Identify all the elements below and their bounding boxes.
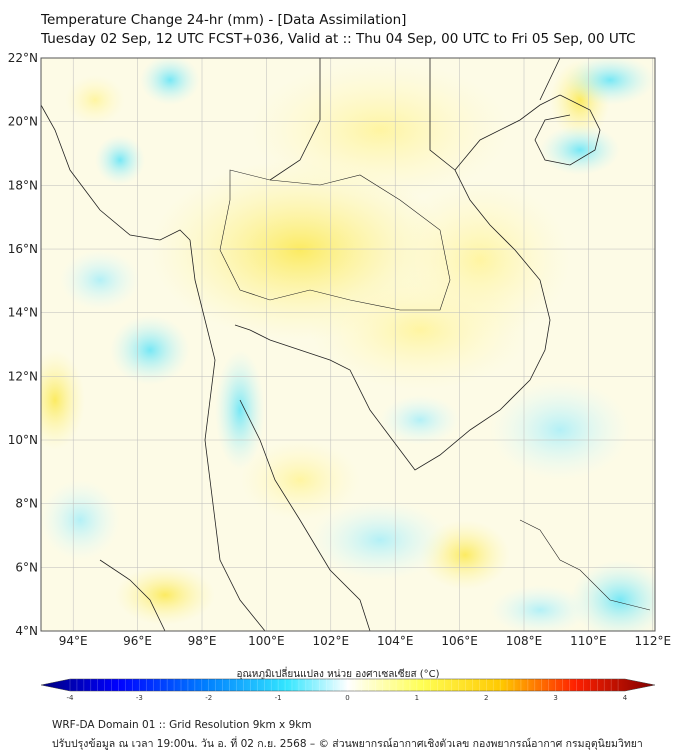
lat-label: 8°N [15, 497, 38, 511]
colorbar: -4 -3 -2 -1 0 1 2 3 4 [40, 678, 656, 702]
lon-label: 96°E [123, 634, 152, 648]
lon-label: 110°E [570, 634, 607, 648]
map-frame [40, 57, 656, 632]
latitude-labels: 4°N 6°N 8°N 10°N 12°N 14°N 16°N 18°N 20°N 22°N [8, 51, 38, 638]
lon-label: 106°E [441, 634, 478, 648]
lon-label: 94°E [59, 634, 88, 648]
colorbar-tick-label: -1 [275, 694, 282, 702]
colorbar-tick-label: 2 [484, 694, 488, 702]
colorbar-tick-label: -2 [205, 694, 212, 702]
lon-label: 112°E [635, 634, 672, 648]
lat-label: 10°N [8, 433, 38, 447]
colorbar-label: อุณหภูมิเปลี่ยนแปลง หน่วย องศาเซลเซียส (… [236, 669, 440, 680]
lat-label: 16°N [8, 242, 38, 256]
colorbar-ticks: -4 -3 -2 -1 0 1 2 3 4 [67, 679, 628, 702]
colorbar-tick-label: 3 [553, 694, 557, 702]
lat-label: 22°N [8, 51, 38, 65]
lon-label: 104°E [377, 634, 414, 648]
map-subtitle: Tuesday 02 Sep, 12 UTC FCST+036, Valid a… [41, 31, 636, 47]
lat-label: 20°N [8, 115, 38, 129]
footer-credit: ปรับปรุงข้อมูล ณ เวลา 19:00น. วัน อ. ที่… [52, 738, 643, 750]
lon-label: 108°E [506, 634, 543, 648]
temperature-change-map: 4°N 6°N 8°N 10°N 12°N 14°N 16°N 18°N 20°N 22°N 94… [8, 51, 671, 648]
colorbar-tick-label: 4 [623, 694, 628, 702]
coastlines-and-borders [41, 58, 651, 631]
colorbar-tick-label: -4 [67, 694, 75, 702]
lon-label: 100°E [248, 634, 285, 648]
lat-label: 12°N [8, 369, 38, 383]
colorbar-tick-label: 1 [415, 694, 419, 702]
lat-label: 4°N [15, 624, 38, 638]
lat-label: 14°N [8, 306, 38, 320]
lat-label: 6°N [15, 560, 38, 574]
colorbar-gradient [40, 678, 656, 692]
lon-label: 98°E [188, 634, 217, 648]
field-shading [41, 58, 655, 631]
colorbar-tick-label: -3 [136, 694, 143, 702]
longitude-labels: 94°E 96°E 98°E 100°E 102°E 104°E 106°E 108°E 110… [59, 634, 671, 648]
lat-label: 18°N [8, 178, 38, 192]
lon-label: 102°E [313, 634, 350, 648]
footer-model-info: WRF-DA Domain 01 :: Grid Resolution 9km … [52, 719, 312, 731]
colorbar-tick-label: 0 [345, 694, 349, 702]
map-title: Temperature Change 24-hr (mm) - [Data As… [41, 12, 407, 28]
